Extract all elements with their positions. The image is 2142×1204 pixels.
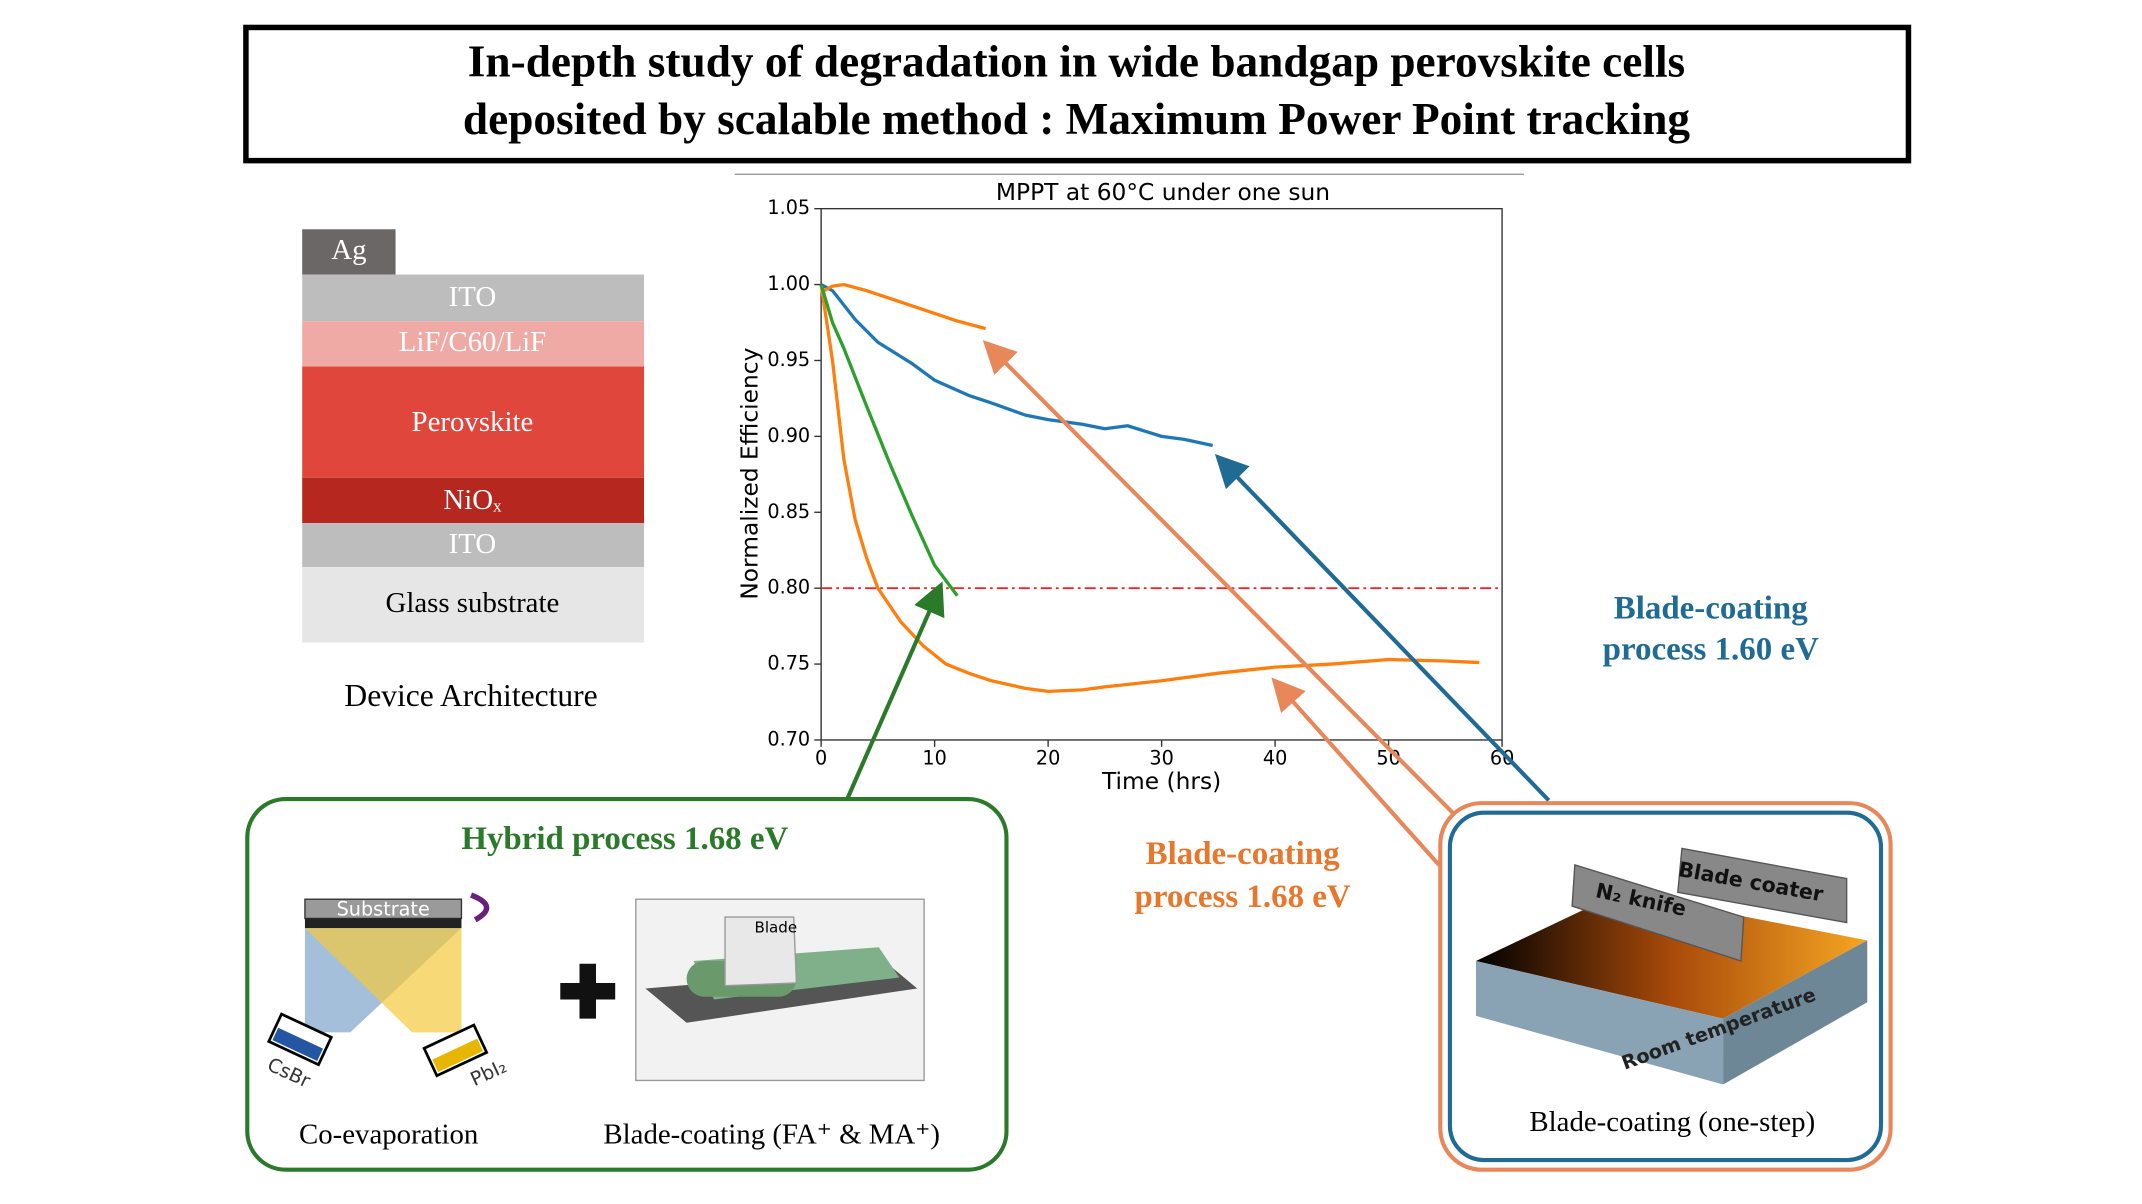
diagram-label: Blade [754,919,797,937]
arrow [1214,453,1551,802]
layer-label: ITO [449,528,497,560]
one-step-panel: N₂ knife Blade coater Room temperature B… [1438,801,1893,1172]
layer [302,477,645,524]
x-tick-label: 10 [922,747,946,770]
annotation: process 1.68 eV [1135,879,1351,915]
series-line [819,284,959,597]
y-tick-label: 0.85 [767,500,810,523]
device-stack: Ag ITO LiF/C60/LiF Perovskite NiOₓ ITO G… [302,229,645,713]
layer-label: Glass substrate [386,587,560,619]
y-tick-label: 0.90 [767,424,810,447]
layer-label: ITO [449,281,497,313]
y-tick-label: 0.95 [767,348,810,371]
layer-label: Ag [331,234,366,266]
title-line: deposited by scalable method : Maximum P… [463,94,1691,144]
arrow [845,581,945,800]
layer [302,229,396,275]
x-tick-label: 30 [1149,747,1173,770]
chart: MPPT at 60°C under one sun Time (hrs) No… [734,173,1525,795]
diagram-label: Substrate [337,898,430,921]
y-tick-label: 0.70 [767,727,810,750]
substrate-side [1723,940,1868,1085]
rotation-arrow [470,892,490,923]
x-tick-label: 20 [1036,747,1060,770]
substrate-top [1475,892,1868,1019]
substrate-side [1475,961,1724,1085]
layer [302,366,645,478]
n2-knife [1571,863,1745,962]
x-tick-label: 60 [1490,747,1514,770]
plot-frame [820,207,1503,741]
layer-label: NiOₓ [443,484,502,516]
series-line [820,282,987,331]
plus-sign [560,963,616,1019]
source [422,1023,489,1078]
title-line: In-depth study of degradation in wide ba… [468,36,1685,86]
layer-label: LiF/C60/LiF [399,326,546,358]
blade [724,916,798,987]
x-tick-label: 40 [1263,747,1287,770]
caption: Blade-coating (FA⁺ & MA⁺) [603,1118,940,1150]
y-tick-label: 0.80 [767,576,810,599]
y-tick-label: 0.75 [767,652,810,675]
caption: Co-evaporation [299,1118,478,1150]
layer [302,523,645,567]
series-line [820,283,1214,448]
annotation: Blade-coating [1146,836,1340,872]
y-axis-label: Normalized Efficiency [736,347,764,599]
layer [302,566,645,643]
x-axis-label: Time (hrs) [1101,767,1221,795]
substrate [304,918,462,929]
device-caption: Device Architecture [344,678,597,713]
layer-label: Perovskite [412,406,534,438]
annotation: Blade-coating [1614,590,1808,626]
layer [302,274,645,322]
x-tick-label: 0 [815,747,827,770]
arrow [1271,677,1441,867]
y-tick-label: 1.05 [767,196,810,219]
layer [302,321,645,367]
chart-title: MPPT at 60°C under one sun [996,178,1330,206]
title-box [243,24,1912,164]
annotation: process 1.60 eV [1603,632,1819,668]
vapor-cone [304,928,462,1033]
hybrid-panel: Hybrid process 1.68 eV Substrate CsBr Pb… [245,796,1009,1172]
blade-coater [1677,847,1848,924]
caption: Blade-coating (one-step) [1529,1106,1815,1138]
series-line [819,284,1480,694]
arrow [982,340,1455,815]
source [266,1012,334,1067]
panel-title: Hybrid process 1.68 eV [461,821,788,857]
y-tick-label: 1.00 [767,272,810,295]
